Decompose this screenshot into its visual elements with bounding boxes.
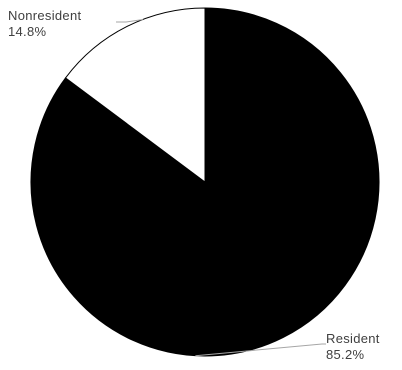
slice-label-resident: Resident 85.2% xyxy=(326,331,380,363)
leader-line-resident xyxy=(195,343,326,357)
pie-slice-nonresident xyxy=(64,7,206,183)
slice-label-nonresident: Nonresident 14.8% xyxy=(8,8,81,40)
slice-label-nonresident-value: 14.8% xyxy=(8,24,47,39)
slice-label-resident-name: Resident xyxy=(326,331,380,346)
slice-label-resident-value: 85.2% xyxy=(326,347,365,362)
slice-label-nonresident-name: Nonresident xyxy=(8,8,82,23)
leader-line-nonresident xyxy=(116,19,143,23)
